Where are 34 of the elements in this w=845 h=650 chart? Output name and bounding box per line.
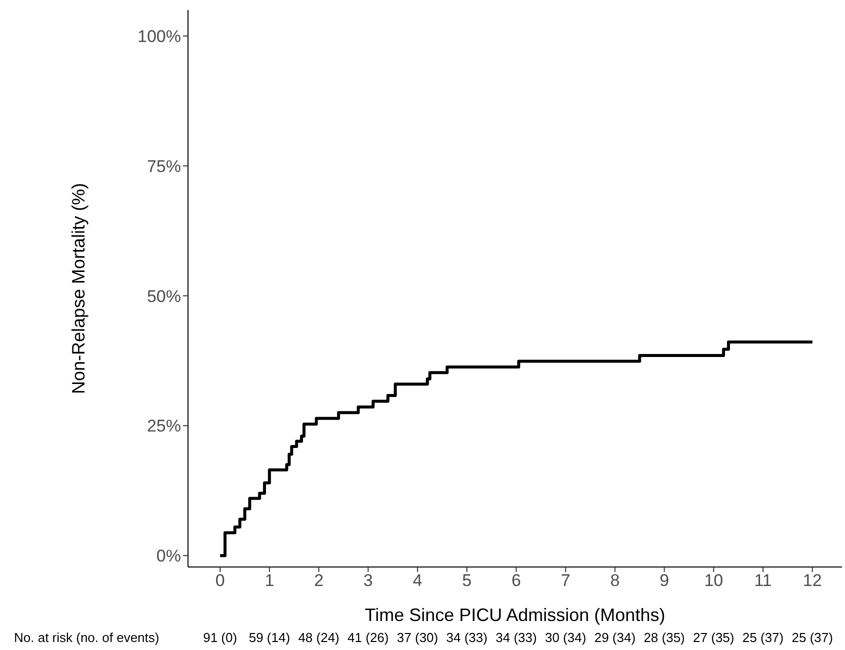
- text: 28 (35): [644, 630, 685, 645]
- text: 29 (34): [594, 630, 636, 645]
- y-tick-label: 0%: [156, 546, 181, 566]
- text: 37 (30): [396, 630, 438, 645]
- y-axis-title: Non-Relapse Mortality (%): [68, 182, 88, 394]
- x-tick-label: 11: [754, 571, 772, 590]
- text: 48 (24): [298, 630, 340, 645]
- y-tick-label: 25%: [146, 416, 181, 436]
- x-tick-label: 9: [660, 571, 670, 590]
- x-tick-label: 7: [560, 571, 570, 590]
- y-tick-label: 75%: [146, 156, 181, 176]
- text: 59 (14): [248, 630, 290, 645]
- text: No. at risk (no. of events): [14, 630, 160, 645]
- text: 41 (26): [348, 630, 389, 645]
- x-tick-label: 2: [314, 571, 324, 590]
- text: 34 (33): [446, 630, 488, 645]
- y-tick-label: 50%: [146, 286, 181, 306]
- text: 25 (37): [742, 630, 784, 645]
- x-tick-label: 0: [215, 571, 225, 590]
- x-tick-label: 3: [363, 571, 373, 590]
- text: 91 (0): [203, 630, 238, 645]
- x-tick-label: 6: [512, 571, 521, 590]
- text: 34 (33): [496, 630, 537, 645]
- x-tick-label: 5: [462, 571, 472, 590]
- x-tick-label: 4: [412, 571, 422, 590]
- x-tick-label: 8: [610, 571, 620, 590]
- text: 27 (35): [693, 630, 734, 645]
- x-tick-label: 10: [704, 571, 724, 590]
- x-tick-label: 12: [802, 571, 822, 590]
- text: 30 (34): [544, 630, 586, 645]
- x-tick-label: 1: [264, 571, 274, 590]
- x-axis-title: Time Since PICU Admission (Months): [364, 605, 666, 625]
- text: 25 (37): [792, 630, 833, 645]
- y-tick-label: 100%: [138, 27, 181, 46]
